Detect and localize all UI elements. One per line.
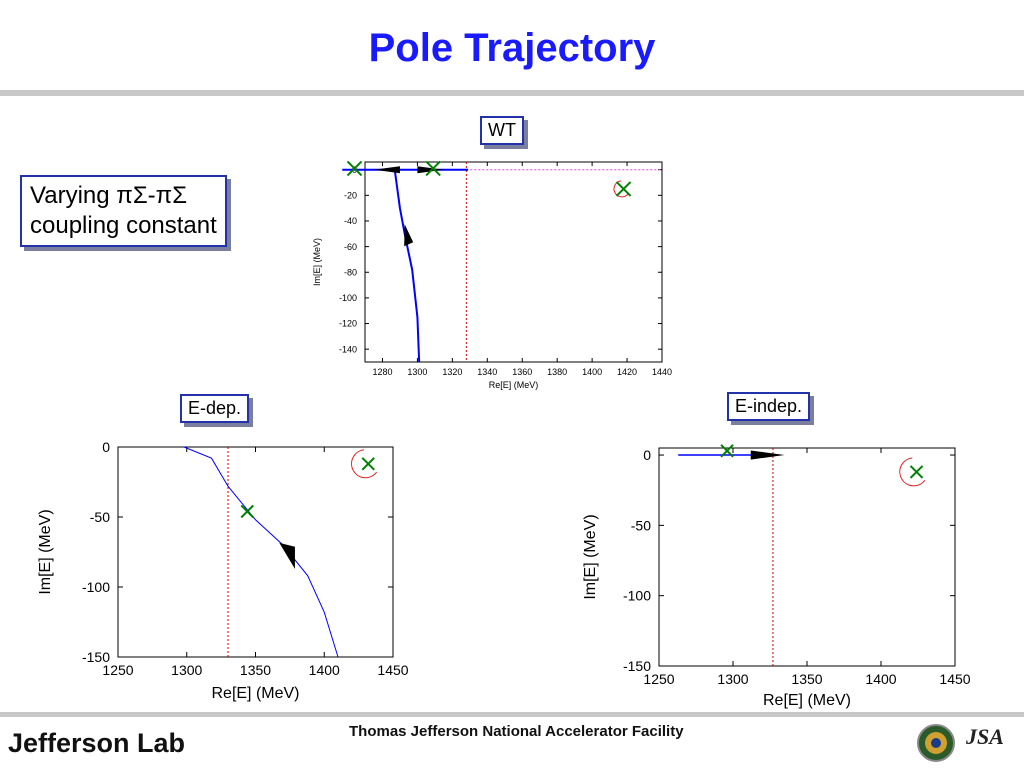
y-tick-label: 0 [102, 439, 110, 455]
x-tick-label: 1440 [652, 367, 672, 377]
y-tick-label: -50 [631, 517, 651, 533]
footer-text: Thomas Jefferson National Accelerator Fa… [349, 723, 684, 740]
x-axis-label: Re[E] (MeV) [489, 380, 539, 390]
x-tick-label: 1400 [582, 367, 602, 377]
y-axis-label: Im[E] (MeV) [312, 238, 322, 286]
x-tick-label: 1320 [442, 367, 462, 377]
y-tick-label: -100 [339, 293, 357, 303]
x-tick-label: 1250 [643, 671, 674, 687]
pole-marker [720, 444, 734, 458]
y-tick-label: -20 [344, 190, 357, 200]
y-tick-label: -40 [344, 216, 357, 226]
x-tick-label: 1300 [717, 671, 748, 687]
pole-trajectory [393, 168, 469, 363]
pole-trajectory [183, 446, 339, 658]
x-tick-label: 1300 [407, 367, 427, 377]
y-tick-label: -150 [82, 649, 110, 665]
wt-label-box: WT [480, 116, 524, 145]
pole-marker [240, 504, 254, 519]
y-tick-label: -80 [344, 267, 357, 277]
jsa-logo: JSA [966, 724, 1004, 749]
plot-frame [658, 447, 956, 667]
direction-arrow [373, 166, 400, 174]
y-axis-label: Im[E] (MeV) [582, 514, 599, 599]
pole-marker [346, 160, 363, 177]
x-tick-label: 1300 [171, 662, 202, 678]
direction-arrow [404, 224, 414, 247]
plot-frame [364, 161, 663, 363]
edep-chart: 1250 1300 1350 1400 1450 0 -50 -100 -150 Re[E] (M… [37, 439, 409, 702]
x-tick-label: 1250 [102, 662, 133, 678]
x-tick-label: 1350 [791, 671, 822, 687]
slide-title: Pole Trajectory [368, 26, 656, 70]
y-tick-label: -50 [90, 509, 110, 525]
direction-arrow [417, 166, 444, 174]
x-tick-label: 1400 [865, 671, 896, 687]
footer-divider [0, 712, 1024, 717]
pole-arc [899, 457, 926, 487]
pole-marker [615, 181, 632, 197]
plot-frame [117, 446, 394, 658]
x-tick-label: 1340 [477, 367, 497, 377]
x-tick-label: 1280 [372, 367, 392, 377]
doe-seal-icon [917, 724, 955, 762]
direction-arrow [279, 542, 295, 569]
jefferson-lab-logo: Jefferson Lab [8, 728, 186, 758]
y-tick-label: -100 [623, 588, 651, 604]
x-axis-label: Re[E] (MeV) [211, 685, 299, 702]
pole-marker [909, 465, 924, 479]
pole-marker [361, 457, 375, 471]
pole-arc [613, 180, 629, 198]
x-tick-label: 1450 [377, 662, 408, 678]
eindep-chart: 1250 1300 1350 1400 1450 0 -50 -100 -150 Re[E] (M… [582, 444, 971, 709]
y-axis-label: Im[E] (MeV) [37, 509, 54, 594]
edep-label-box: E-dep. [180, 394, 250, 423]
y-tick-label: -60 [344, 242, 357, 252]
eindep-label-box: E-indep. [727, 392, 811, 421]
varying-line-2: coupling constant [30, 212, 217, 239]
direction-arrow [750, 450, 785, 460]
y-tick-label: -150 [623, 658, 651, 674]
pole-arc [351, 449, 378, 479]
y-tick-label: 0 [643, 447, 651, 463]
varying-callout: Varying πΣ-πΣ coupling constant [20, 175, 227, 247]
varying-line-1: Varying πΣ-πΣ [30, 182, 188, 209]
wt-chart: 1280130013201340136013801400142014400-20… [312, 160, 672, 390]
x-tick-label: 1420 [617, 367, 637, 377]
y-tick-label: -120 [339, 319, 357, 329]
x-tick-label: 1400 [309, 662, 340, 678]
x-tick-label: 1360 [512, 367, 532, 377]
y-tick-label: -100 [82, 579, 110, 595]
x-tick-label: 1380 [547, 367, 567, 377]
header-divider [0, 90, 1024, 96]
x-tick-label: 1450 [939, 671, 970, 687]
x-tick-label: 1350 [240, 662, 271, 678]
pole-marker [425, 160, 441, 177]
x-axis-label: Re[E] (MeV) [763, 692, 851, 709]
y-tick-label: -140 [339, 344, 357, 354]
